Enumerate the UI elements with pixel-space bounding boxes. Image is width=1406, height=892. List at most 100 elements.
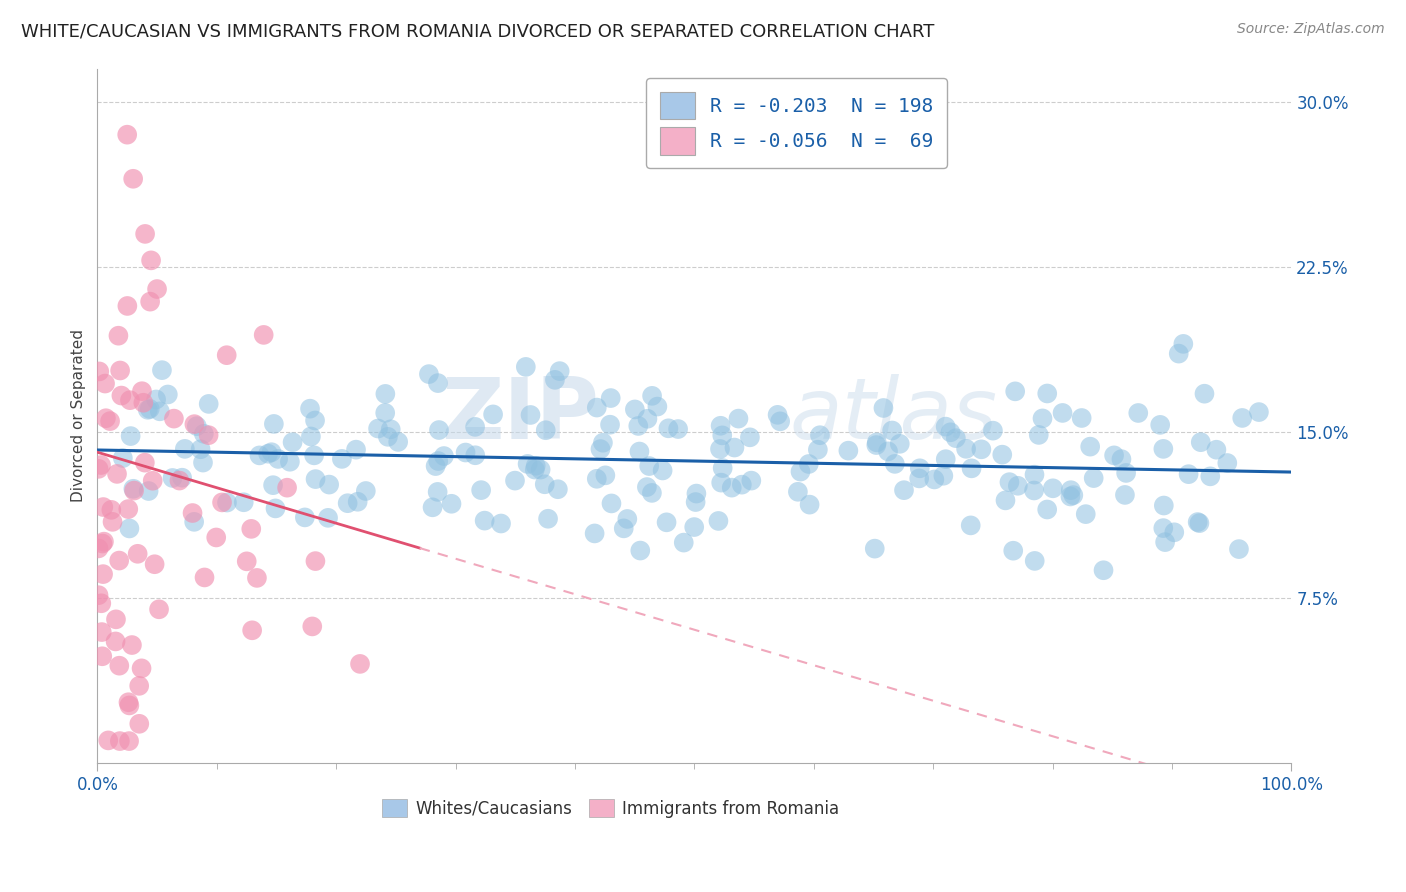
- Point: [537, 512, 560, 526]
- Point: [1062, 488, 1084, 502]
- Point: [1216, 456, 1239, 470]
- Point: [118, 734, 141, 748]
- Point: [87, 462, 110, 476]
- Point: [145, 392, 167, 407]
- Point: [304, 472, 326, 486]
- Point: [257, 447, 280, 461]
- Point: [276, 481, 298, 495]
- Point: [955, 442, 977, 456]
- Point: [240, 624, 263, 638]
- Point: [470, 483, 492, 497]
- Point: [169, 474, 191, 488]
- Point: [638, 458, 661, 473]
- Point: [104, 634, 127, 648]
- Point: [515, 359, 537, 374]
- Point: [253, 327, 276, 342]
- Point: [740, 474, 762, 488]
- Point: [1052, 406, 1074, 420]
- Point: [249, 449, 271, 463]
- Point: [134, 456, 156, 470]
- Point: [122, 482, 145, 496]
- Legend: Whites/Caucasians, Immigrants from Romania: Whites/Caucasians, Immigrants from Roman…: [375, 793, 846, 824]
- Point: [865, 438, 887, 452]
- Point: [807, 442, 830, 457]
- Point: [146, 282, 169, 296]
- Point: [1024, 554, 1046, 568]
- Point: [1059, 490, 1081, 504]
- Point: [624, 402, 647, 417]
- Point: [143, 558, 166, 572]
- Point: [262, 478, 284, 492]
- Point: [1152, 442, 1174, 456]
- Point: [100, 503, 122, 517]
- Point: [1031, 411, 1053, 425]
- Point: [474, 514, 496, 528]
- Point: [105, 467, 128, 481]
- Point: [215, 495, 238, 509]
- Point: [183, 515, 205, 529]
- Point: [1154, 535, 1177, 549]
- Point: [136, 402, 159, 417]
- Point: [711, 461, 734, 475]
- Point: [866, 435, 889, 450]
- Point: [190, 442, 212, 457]
- Point: [264, 501, 287, 516]
- Point: [786, 484, 808, 499]
- Point: [1022, 483, 1045, 498]
- Point: [139, 294, 162, 309]
- Point: [138, 483, 160, 498]
- Point: [799, 498, 821, 512]
- Point: [336, 496, 359, 510]
- Point: [592, 435, 614, 450]
- Point: [172, 471, 194, 485]
- Text: WHITE/CAUCASIAN VS IMMIGRANTS FROM ROMANIA DIVORCED OR SEPARATED CORRELATION CHA: WHITE/CAUCASIAN VS IMMIGRANTS FROM ROMAN…: [21, 22, 935, 40]
- Point: [108, 363, 131, 377]
- Point: [263, 417, 285, 431]
- Point: [132, 396, 155, 410]
- Point: [991, 448, 1014, 462]
- Point: [766, 408, 789, 422]
- Point: [122, 171, 145, 186]
- Point: [482, 408, 505, 422]
- Point: [183, 417, 205, 431]
- Point: [998, 475, 1021, 490]
- Point: [346, 495, 368, 509]
- Point: [1227, 542, 1250, 557]
- Point: [599, 391, 621, 405]
- Point: [523, 462, 546, 476]
- Point: [641, 389, 664, 403]
- Point: [377, 430, 399, 444]
- Point: [1060, 483, 1083, 498]
- Point: [683, 520, 706, 534]
- Point: [108, 658, 131, 673]
- Point: [710, 418, 733, 433]
- Point: [387, 434, 409, 449]
- Point: [299, 401, 322, 416]
- Point: [281, 435, 304, 450]
- Point: [120, 429, 142, 443]
- Point: [655, 516, 678, 530]
- Point: [1074, 507, 1097, 521]
- Point: [685, 495, 707, 509]
- Point: [139, 253, 162, 268]
- Point: [709, 442, 731, 456]
- Point: [533, 477, 555, 491]
- Text: Source: ZipAtlas.com: Source: ZipAtlas.com: [1237, 22, 1385, 37]
- Point: [1092, 563, 1115, 577]
- Point: [108, 734, 131, 748]
- Point: [101, 515, 124, 529]
- Point: [1152, 521, 1174, 535]
- Point: [1036, 386, 1059, 401]
- Point: [149, 404, 172, 418]
- Point: [87, 541, 110, 556]
- Point: [627, 419, 650, 434]
- Point: [657, 421, 679, 435]
- Point: [616, 512, 638, 526]
- Y-axis label: Divorced or Separated: Divorced or Separated: [72, 329, 86, 502]
- Point: [544, 373, 567, 387]
- Point: [316, 511, 339, 525]
- Point: [97, 733, 120, 747]
- Point: [294, 510, 316, 524]
- Point: [1002, 543, 1025, 558]
- Point: [863, 541, 886, 556]
